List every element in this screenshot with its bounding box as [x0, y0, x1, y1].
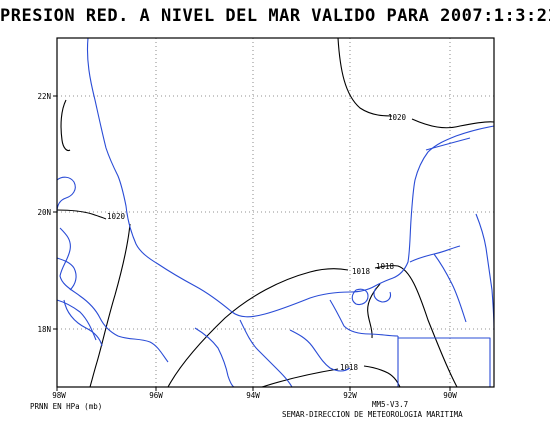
- lon-label: 96W: [149, 391, 163, 400]
- lat-label: 20N: [37, 208, 51, 217]
- state-border-west-2: [59, 227, 169, 363]
- lat-labels: 22N 20N 18N: [37, 92, 51, 334]
- lat-label: 18N: [37, 325, 51, 334]
- lon-labels: 98W 96W 94W 92W 90W: [52, 391, 457, 400]
- lagoon-2: [373, 287, 392, 303]
- lagoon: [351, 288, 369, 306]
- map-title: PRESION RED. A NIVEL DEL MAR VALIDO PARA…: [0, 6, 550, 26]
- lon-label: 92W: [343, 391, 357, 400]
- units-caption: PRNN EN HPa (mb): [30, 402, 103, 411]
- isobar-label: 1020: [388, 113, 407, 122]
- inland-coast-west: [63, 299, 103, 347]
- isobar-label: 1020: [107, 212, 126, 221]
- model-version: MM5-V3.7: [372, 400, 409, 409]
- graticule: [57, 38, 494, 387]
- isobar-label: 1018: [340, 363, 359, 372]
- lon-label: 94W: [246, 391, 260, 400]
- lat-label: 22N: [37, 92, 51, 101]
- state-border-west-4: [56, 257, 77, 291]
- lon-label: 90W: [443, 391, 457, 400]
- tick-marks: [53, 95, 451, 391]
- agency-credit: SEMAR-DIRECCION DE METEOROLOGIA MARITIMA: [282, 410, 463, 419]
- isobar-closed-northwest: [60, 99, 71, 152]
- gulf-coast-detail: [425, 137, 471, 151]
- state-border-west: [56, 176, 76, 213]
- lon-label: 98W: [52, 391, 66, 400]
- isobar-1018-central: [167, 265, 458, 388]
- state-border-tabasco: [329, 299, 399, 337]
- coastline: [56, 37, 495, 388]
- isobar-label: 1018: [376, 262, 395, 271]
- state-border-central-2: [239, 319, 293, 388]
- state-border-central: [194, 327, 235, 388]
- yucatan-east: [475, 213, 495, 331]
- isobar-1020-north: [337, 37, 495, 129]
- isobar-label: 1018: [352, 267, 371, 276]
- isobar-labels: 1020 1020 1018 1018 1018: [107, 113, 407, 372]
- yucatan-interior: [433, 253, 467, 323]
- guatemala-border: [397, 336, 491, 387]
- state-border-central-3: [289, 329, 351, 372]
- gulf-coastline: [86, 37, 495, 318]
